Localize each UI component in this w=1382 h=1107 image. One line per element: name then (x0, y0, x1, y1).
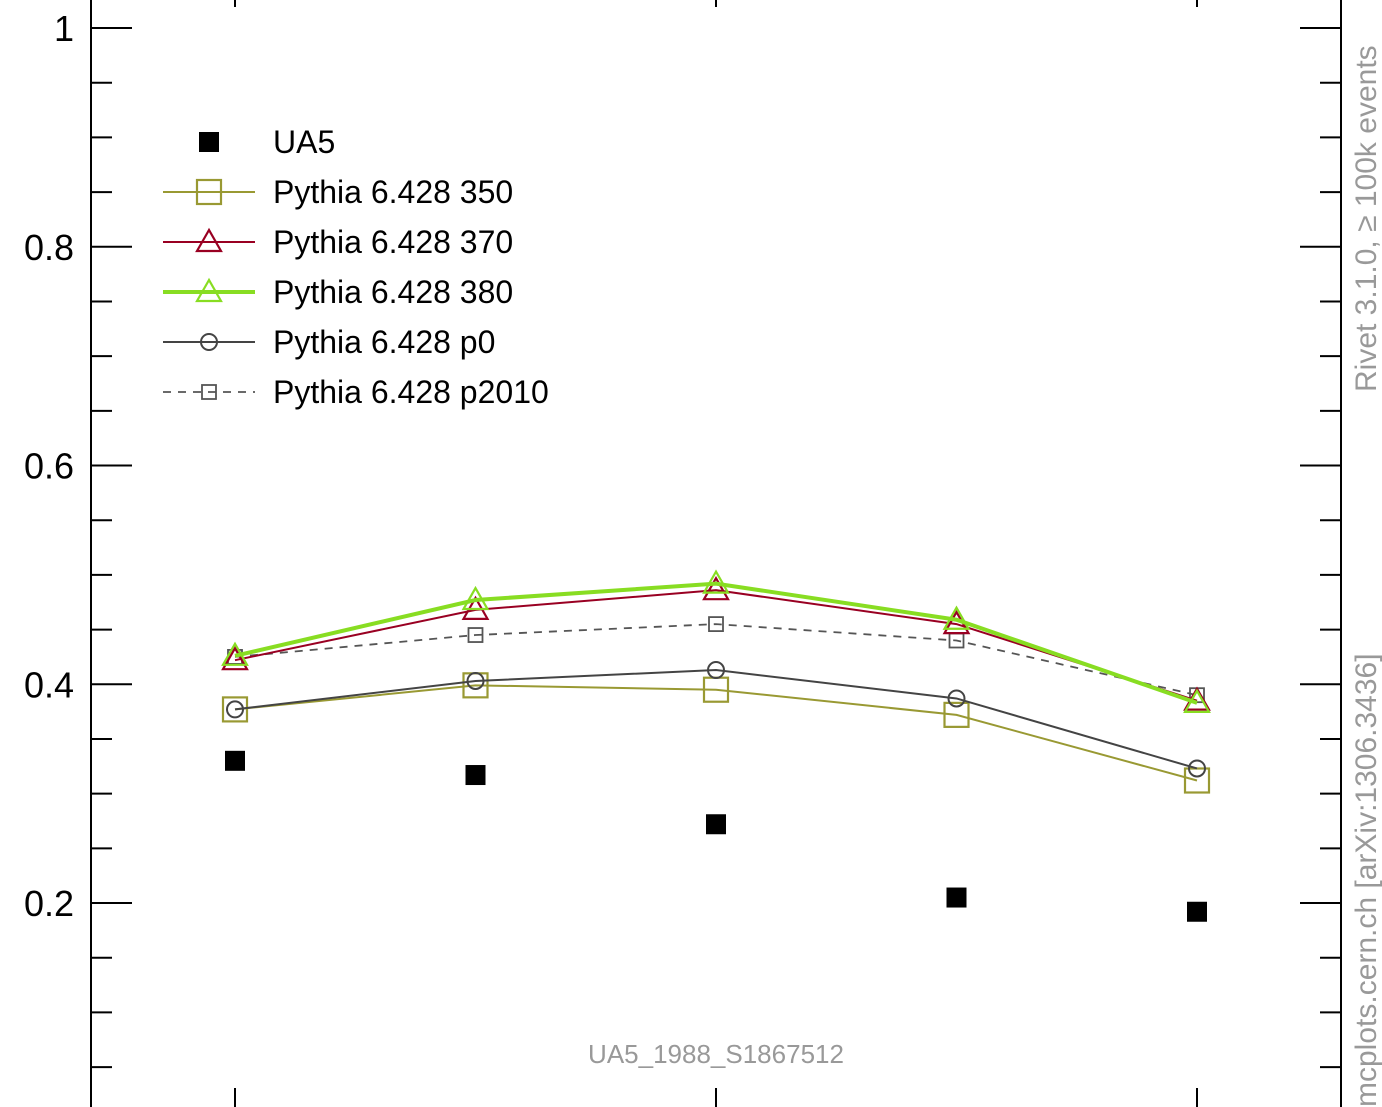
series-layer (221, 569, 1211, 922)
data-point (1183, 767, 1211, 794)
legend-label: Pythia 6.428 350 (273, 174, 513, 210)
legend-entry: Pythia 6.428 p0 (163, 324, 495, 360)
series-line (234, 623, 1198, 697)
y-tick-label: 0.8 (24, 227, 74, 268)
legend: UA5 Pythia 6.428 350 Pythia 6.428 370 Pythi… (163, 124, 549, 410)
data-point (1188, 759, 1206, 778)
legend-label: Pythia 6.428 380 (273, 274, 513, 310)
series-line (234, 669, 1198, 770)
data-point (467, 627, 484, 643)
data-point (199, 132, 219, 152)
data-point (195, 178, 223, 206)
data-point (708, 616, 724, 632)
legend-label: Pythia 6.428 p2010 (273, 374, 549, 410)
data-point (946, 887, 967, 908)
data-point (225, 750, 245, 771)
data-point (466, 671, 485, 690)
data-point (943, 701, 970, 728)
y-tick-label: 0.2 (24, 883, 74, 924)
data-point (706, 814, 726, 835)
plot-frame (90, 0, 1342, 1107)
data-point (221, 641, 249, 666)
y-tick-label: 1 (54, 8, 74, 49)
series-pythia-6-428-350 (221, 672, 1211, 794)
series-line (234, 581, 1198, 705)
y-tick-label: 0.6 (24, 446, 74, 487)
legend-label: Pythia 6.428 p0 (273, 324, 495, 360)
rivet-version-label: Rivet 3.1.0, ≥ 100k events (1350, 45, 1382, 392)
legend-entry: Pythia 6.428 380 (163, 274, 513, 310)
data-point (465, 765, 486, 786)
series-line (234, 684, 1198, 782)
series-pythia-6-428-p0 (226, 661, 1206, 778)
data-point (707, 661, 725, 680)
legend-entry: Pythia 6.428 370 (163, 224, 513, 260)
data-point (221, 696, 249, 723)
data-point (942, 605, 971, 630)
legend-entry: Pythia 6.428 p2010 (163, 374, 549, 410)
series-line (234, 589, 1198, 702)
data-point (195, 277, 223, 303)
data-point (1183, 688, 1211, 713)
data-point (702, 569, 730, 594)
analysis-annotation: UA5_1988_S1867512 (588, 1039, 844, 1069)
data-point (702, 575, 730, 601)
data-point (226, 700, 244, 719)
legend-label: Pythia 6.428 370 (273, 224, 513, 260)
y-tick-label: 0.4 (24, 664, 74, 705)
data-point (947, 689, 966, 708)
data-point (221, 645, 249, 671)
data-point (461, 585, 490, 611)
data-point (195, 227, 223, 253)
x-axis-ticks (234, 0, 1198, 1107)
legend-label: UA5 (273, 124, 335, 160)
series-ua5 (225, 750, 1207, 922)
y-axis-ticks: 0.2 0.4 0.6 0.8 1 (24, 8, 1341, 1069)
series-pythia-6-428-380 (221, 569, 1211, 713)
legend-entry: UA5 (199, 124, 335, 160)
legend-entry: Pythia 6.428 350 (163, 174, 513, 210)
mcplots-credit-label: mcplots.cern.ch [arXiv:1306.3436] (1350, 653, 1382, 1107)
data-point (200, 333, 218, 351)
data-point (201, 384, 217, 400)
data-point (1187, 901, 1207, 922)
